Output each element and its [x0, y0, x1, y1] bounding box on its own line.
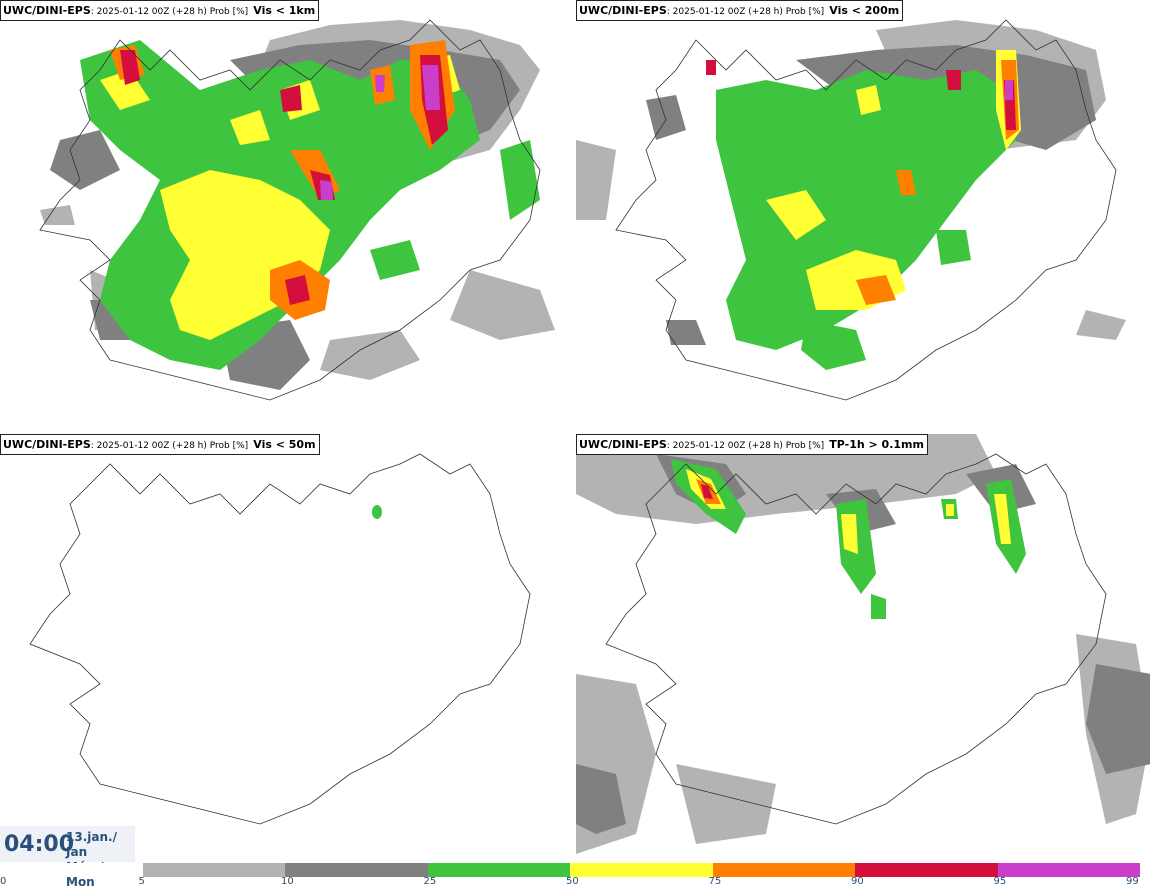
scale-bin-90-95: [855, 863, 998, 877]
map-panel-vis-1km: UWC/DINI-EPS: 2025-01-12 00Z (+28 h) Pro…: [0, 0, 575, 432]
scale-bin-0-5: [0, 863, 143, 877]
scale-tick-label: 0: [0, 876, 7, 887]
scale-bin-75-90: [712, 863, 855, 877]
panel-title: UWC/DINI-EPS: 2025-01-12 00Z (+28 h) Pro…: [576, 434, 928, 455]
prob-95-99: [320, 65, 440, 200]
scale-tick-label: 90: [851, 876, 864, 887]
scale-tick-label: 25: [423, 876, 437, 887]
run-label: : 2025-01-12 00Z (+28 h) Prob [%]: [90, 7, 249, 17]
model-label: UWC/DINI-EPS: [3, 4, 91, 17]
panel-title: UWC/DINI-EPS: 2025-01-12 00Z (+28 h) Pro…: [576, 0, 904, 21]
scale-bin-25-50: [427, 863, 570, 877]
run-label: : 2025-01-12 00Z (+28 h) Prob [%]: [666, 441, 825, 451]
map-vis-1km: [39, 19, 555, 401]
model-label: UWC/DINI-EPS: [579, 438, 667, 451]
valid-time: 04:00: [4, 832, 75, 857]
variable-label: Vis < 50m: [253, 438, 316, 451]
run-label: : 2025-01-12 00Z (+28 h) Prob [%]: [90, 441, 249, 451]
variable-label: TP-1h > 0.1mm: [829, 438, 924, 451]
variable-label: Vis < 1km: [253, 4, 316, 17]
scale-tick-label: 75: [708, 876, 722, 887]
scale-tick-label: 50: [566, 876, 579, 887]
scale-bin-95-99: [997, 863, 1140, 877]
prob-90-95: [701, 484, 713, 499]
coastline: [39, 19, 541, 401]
map-panel-tp-1h: UWC/DINI-EPS: 2025-01-12 00Z (+28 h) Pro…: [576, 434, 1150, 866]
map-panel-vis-50m: UWC/DINI-EPS: 2025-01-12 00Z (+28 h) Pro…: [0, 434, 575, 866]
map-tp-1h: [576, 434, 1150, 854]
coastline: [615, 19, 1117, 401]
model-label: UWC/DINI-EPS: [3, 438, 91, 451]
map-vis-200m: [576, 19, 1126, 401]
coastline: [605, 453, 1107, 825]
scale-tick-label: 99: [1126, 876, 1139, 887]
valid-time-box: 04:00 13.jan./ Jan Mán./ Mon: [0, 826, 135, 889]
map-panel-vis-200m: UWC/DINI-EPS: 2025-01-12 00Z (+28 h) Pro…: [576, 0, 1150, 432]
scale-bin-5-10: [142, 863, 285, 877]
valid-date-line1: 13.jan./ Jan: [66, 830, 117, 859]
scale-bin-10-25: [285, 863, 428, 877]
scale-tick-label: 5: [138, 876, 145, 887]
prob-25-50: [716, 70, 1016, 370]
prob-95-99: [1005, 80, 1013, 100]
prob-25-50: [372, 505, 382, 519]
panel-title: UWC/DINI-EPS: 2025-01-12 00Z (+28 h) Pro…: [0, 0, 320, 21]
variable-label: Vis < 200m: [829, 4, 900, 17]
run-label: : 2025-01-12 00Z (+28 h) Prob [%]: [666, 7, 825, 17]
scale-tick-label: 95: [993, 876, 1007, 887]
panel-title: UWC/DINI-EPS: 2025-01-12 00Z (+28 h) Pro…: [0, 434, 320, 455]
map-vis-50m: [29, 453, 531, 825]
coastline: [29, 453, 531, 825]
scale-tick-label: 10: [281, 876, 294, 887]
color-scale: 0 5 10 25 50 75 90 95 99: [0, 862, 1150, 891]
scale-bin-50-75: [570, 863, 713, 877]
model-label: UWC/DINI-EPS: [579, 4, 667, 17]
